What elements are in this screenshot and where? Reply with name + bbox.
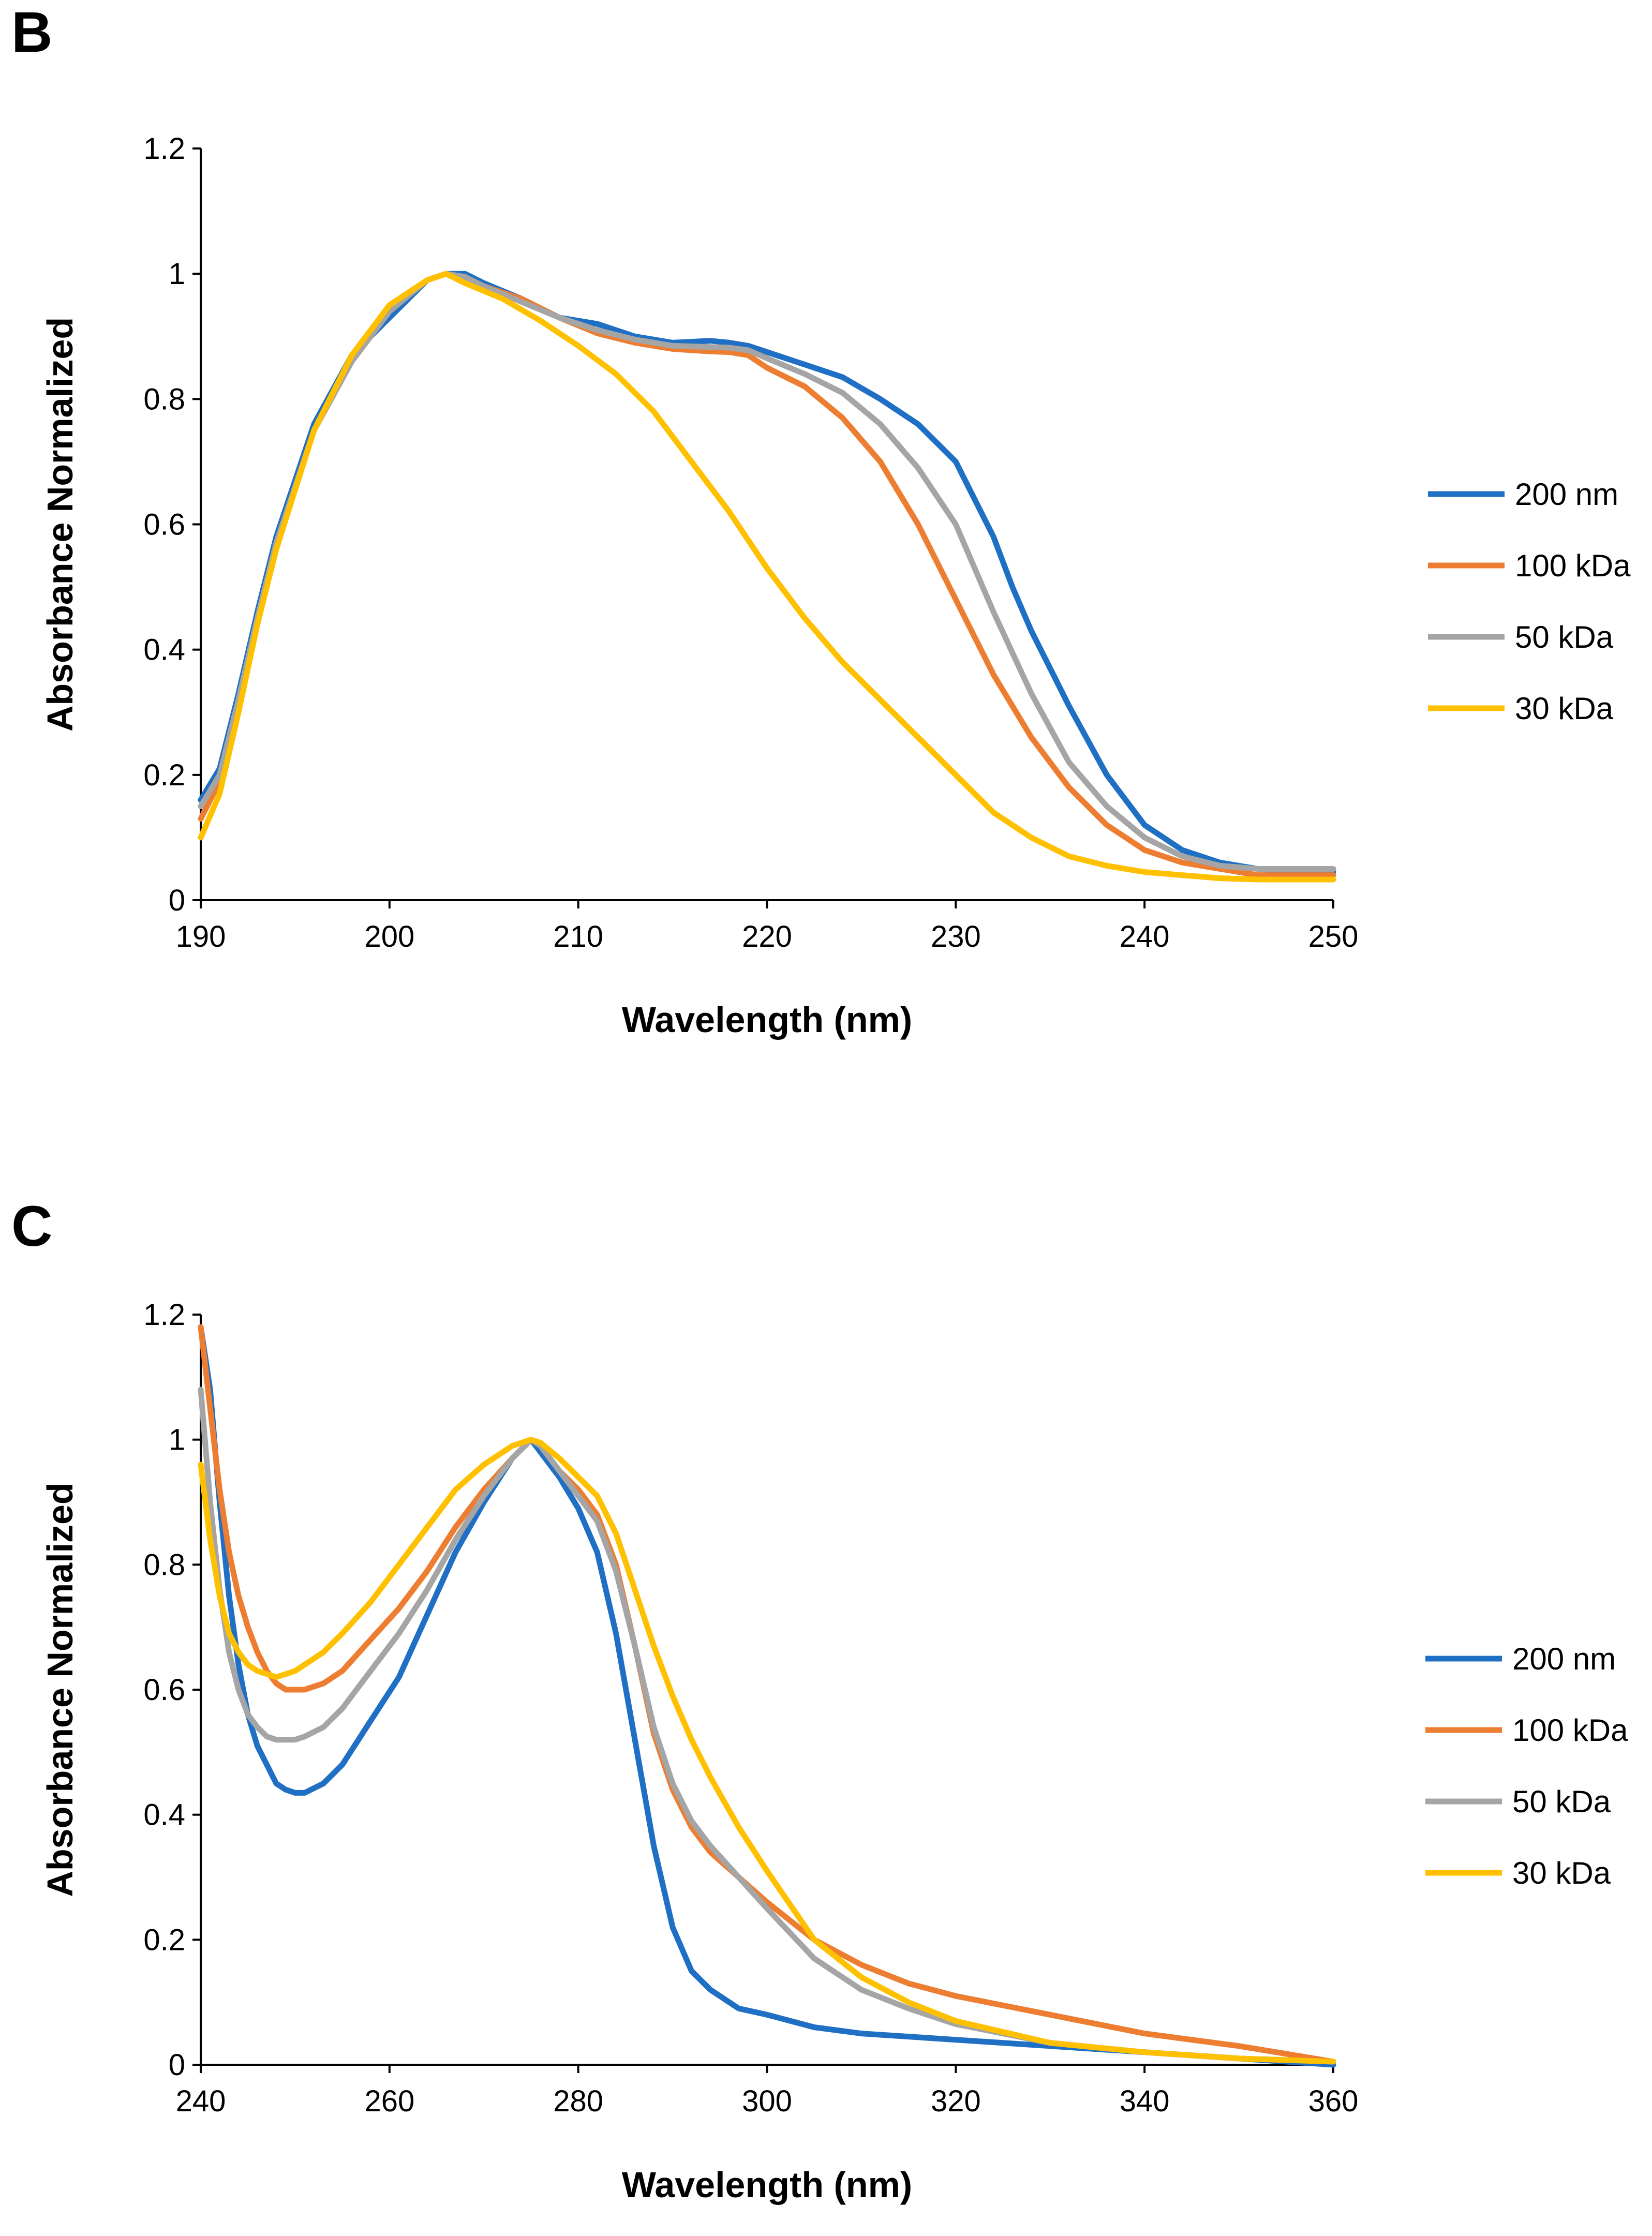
x-tick-label: 360 xyxy=(1308,2084,1359,2118)
y-tick-label: 1 xyxy=(169,257,185,291)
x-tick-label: 200 xyxy=(364,920,414,953)
x-tick-label: 320 xyxy=(931,2084,981,2118)
y-tick-label: 0.8 xyxy=(143,382,185,416)
series-line-100-kda xyxy=(198,1324,1336,2065)
y-tick-label: 0 xyxy=(169,2048,185,2082)
legend-label-100-kda: 100 kDa xyxy=(1515,548,1631,583)
panel-letter-c: C xyxy=(11,1195,52,1258)
y-tick-label: 1.2 xyxy=(143,1298,185,1332)
x-tick-label: 240 xyxy=(176,2084,226,2118)
x-tick-label: 300 xyxy=(742,2084,792,2118)
y-tick-label: 0.6 xyxy=(143,508,185,542)
chart-panel-c: 0 0.2 0.4 0.6 0.8 1 1.2 240 260 280 300 320 340 360 Wa… xyxy=(40,1298,1628,2205)
x-tick-label: 230 xyxy=(931,920,981,953)
legend-label-50-kda: 50 kDa xyxy=(1512,1784,1611,1819)
panel-letter-b: B xyxy=(11,1,52,64)
y-axis-title: Absorbance Normalized xyxy=(40,317,80,732)
series-line-30-kda xyxy=(198,271,1336,883)
y-axis-title: Absorbance Normalized xyxy=(40,1482,80,1897)
y-tick-label: 1 xyxy=(169,1423,185,1457)
legend-label-200-nm: 200 nm xyxy=(1512,1642,1616,1676)
y-tick-label: 0.4 xyxy=(143,633,185,667)
x-tick-label: 340 xyxy=(1120,2084,1170,2118)
legend-label-100-kda: 100 kDa xyxy=(1512,1713,1628,1748)
x-tick-label: 220 xyxy=(742,920,792,953)
series-line-200-nm xyxy=(198,1324,1336,2068)
series-line-100-kda xyxy=(198,271,1336,878)
series-line-30-kda xyxy=(198,1437,1336,2065)
x-tick-label: 240 xyxy=(1120,920,1170,953)
x-axis-title: Wavelength (nm) xyxy=(622,2165,912,2205)
x-tick-label: 210 xyxy=(553,920,603,953)
x-tick-label: 250 xyxy=(1308,920,1359,953)
y-tick-label: 0.6 xyxy=(143,1673,185,1707)
legend-label-200-nm: 200 nm xyxy=(1515,477,1618,512)
y-tick-label: 1.2 xyxy=(143,132,185,166)
legend-label-30-kda: 30 kDa xyxy=(1515,691,1614,726)
x-axis-title: Wavelength (nm) xyxy=(622,1000,912,1040)
y-tick-label: 0.2 xyxy=(143,758,185,792)
x-tick-label: 260 xyxy=(364,2084,414,2118)
legend-label-30-kda: 30 kDa xyxy=(1512,1856,1611,1890)
y-tick-label: 0.8 xyxy=(143,1548,185,1582)
chart-panel-b: 0 0.2 0.4 0.6 0.8 1 1.2 190 200 210 220 230 240 250 Wa… xyxy=(40,132,1631,1040)
y-tick-label: 0.4 xyxy=(143,1798,185,1832)
x-tick-label: 280 xyxy=(553,2084,603,2118)
y-tick-label: 0 xyxy=(169,884,185,917)
legend-label-50-kda: 50 kDa xyxy=(1515,620,1614,654)
y-tick-label: 0.2 xyxy=(143,1923,185,1957)
x-tick-label: 190 xyxy=(176,920,226,953)
